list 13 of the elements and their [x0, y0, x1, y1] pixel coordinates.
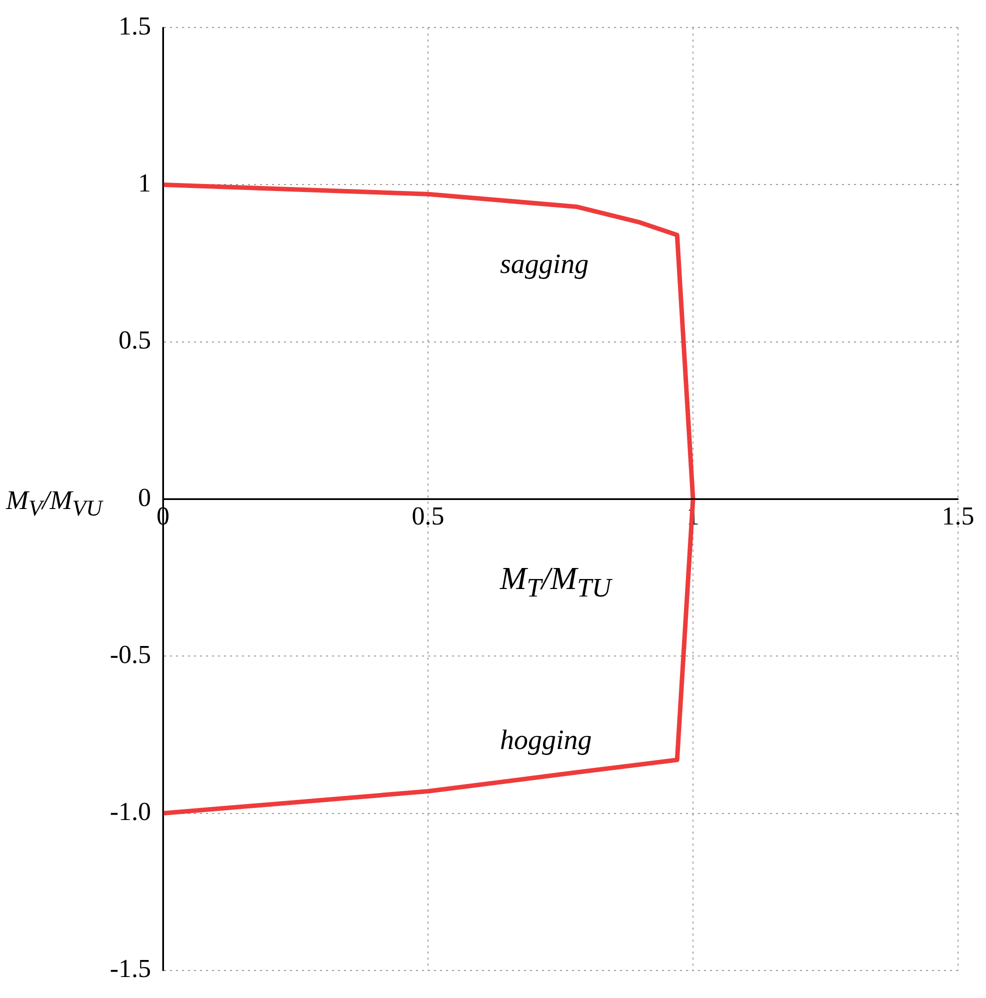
- x-axis-title: M$_{T}$/M$_{TU}$: [500, 560, 612, 604]
- y-tick-label: -1.0: [110, 797, 151, 826]
- annotation: hogging: [500, 724, 592, 758]
- y-axis-title: M$_{V}$/M$_{VU}$: [6, 485, 102, 522]
- y-tick-label: 0.5: [118, 326, 151, 355]
- y-tick-label: 0: [138, 482, 151, 512]
- y-tick-label: -1.5: [110, 954, 151, 984]
- x-tick-label: 0.5: [412, 501, 444, 530]
- y-tick-label: 1: [138, 168, 151, 198]
- annotation: sagging: [500, 248, 589, 282]
- y-tick-label: 1.5: [118, 11, 151, 40]
- x-tick-label: 1.5: [942, 501, 974, 530]
- y-tick-label: -0.5: [110, 640, 151, 669]
